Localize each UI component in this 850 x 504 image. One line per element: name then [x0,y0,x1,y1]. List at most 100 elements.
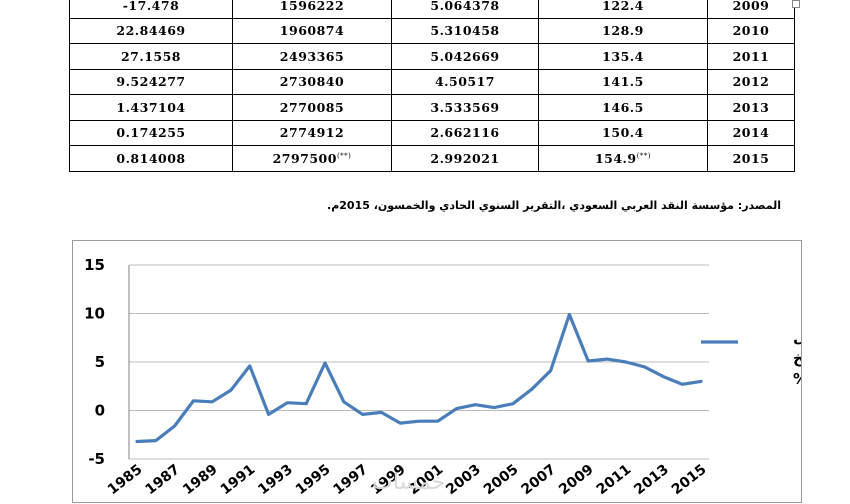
x-tick-label: 2015 [669,462,710,499]
table-cell-c4: 122.4 [538,0,708,19]
source-note: المصدر: مؤسسة النقد العربي السعودي ،التق… [327,199,781,212]
x-tick-label: 2005 [481,462,522,499]
x-tick-label: 1997 [331,462,372,499]
table-cell-c3: 2.992021 [391,145,539,172]
cell-value: 2770085 [279,99,345,115]
cell-value: 22.84469 [116,23,186,39]
cell-value: 128.9 [602,23,644,39]
cell-value: 5.064378 [430,0,500,13]
table-row: 22.84469 1960874 5.310458 128.9 2010 [69,17,795,44]
y-tick-label: -5 [88,450,105,468]
cell-value: 2.992021 [430,150,500,166]
table-cell-c3: 3.533569 [391,94,539,121]
x-tick-label: 2007 [519,462,560,499]
y-tick-label: 10 [84,305,105,323]
table-cell-year: 2010 [707,17,795,44]
table-row: 0.814008 2797500(**) 2.992021 154.9(**) 2015 [69,145,795,172]
cell-value: 1.437104 [116,99,186,115]
table-cell-c3: 5.064378 [391,0,539,19]
table-cell-c4: 146.5 [538,94,708,121]
cell-value: 154.9 [594,150,637,166]
table-cell-c2: 1960874 [232,17,392,44]
table-cell-c4: 135.4 [538,43,708,70]
table-row: 27.1558 2493365 5.042669 135.4 2011 [69,43,795,70]
cell-value: 2014 [732,125,770,141]
legend-entry: التضخ [793,349,801,367]
cell-value: 122.4 [602,0,644,13]
table-cell-c2: 1596222 [232,0,392,19]
cell-value: 2774912 [279,125,345,141]
table-cell-c1: 27.1558 [69,43,233,70]
cell-value: 141.5 [602,74,644,90]
table-cell-year: 2009 [707,0,795,19]
table-row: -17.478 1596222 5.064378 122.4 2009 [69,0,795,19]
cell-value: 0.174255 [116,125,186,141]
cell-value: 2493365 [279,48,345,64]
table-cell-c1: 0.814008 [69,145,233,172]
x-tick-label: 1991 [218,462,259,499]
legend-entry: معدل [793,328,801,346]
table-row: 1.437104 2770085 3.533569 146.5 2013 [69,94,795,121]
cell-value: 4.50517 [434,74,496,90]
table-cell-c1: 9.524277 [69,68,233,95]
corner-handle-icon [792,0,800,8]
x-tick-label: 1993 [255,462,296,499]
cell-value: 2011 [732,48,770,64]
cell-value: 5.042669 [430,48,500,64]
table-cell-c1: -17.478 [69,0,233,19]
cell-value: 150.4 [602,125,644,141]
table-body: -17.478 1596222 5.064378 122.4 2009 22.84469 1… [69,0,795,172]
y-tick-label: 0 [95,402,105,420]
table-cell-c3: 4.50517 [391,68,539,95]
cell-value: 0.814008 [116,150,186,166]
x-tick-label: 2009 [556,462,597,499]
table-cell-c2: 2797500(**) [232,145,392,172]
table-cell-year: 2014 [707,119,795,146]
table-cell-year: 2011 [707,43,795,70]
x-tick-label: 1989 [180,462,221,499]
cell-value: 2.662116 [430,125,500,141]
cell-value: 1960874 [279,23,345,39]
x-tick-label: 2011 [594,462,635,499]
cell-value: 2012 [732,74,770,90]
series-line [135,312,703,444]
table-cell-c2: 2730840 [232,68,392,95]
footnote-mark: (**) [336,151,352,160]
table-cell-c4: 154.9(**) [538,145,708,172]
y-tick-label: 15 [84,256,105,274]
cell-value: 2015 [732,150,770,166]
cell-value: -17.478 [122,0,180,13]
chart-frame: 15 10 5 0 -5 1985 1987 1989 1991 1993 1995 1997 1999… [72,240,802,503]
table-cell-c2: 2493365 [232,43,392,70]
legend-entry: م % [793,370,801,388]
table-cell-c3: 5.310458 [391,17,539,44]
x-tick-label: 1995 [293,462,334,499]
table-cell-year: 2013 [707,94,795,121]
x-tick-label: 2003 [443,462,484,499]
table-cell-c2: 2774912 [232,119,392,146]
cell-value: 146.5 [602,99,644,115]
table-cell-c3: 2.662116 [391,119,539,146]
x-tick-label: 1987 [143,462,184,499]
x-tick-label: 1985 [105,462,146,499]
table-cell-c4: 141.5 [538,68,708,95]
footnote-mark: (**) [636,151,652,160]
table-cell-c3: 5.042669 [391,43,539,70]
table-cell-c2: 2770085 [232,94,392,121]
cell-value: 2730840 [279,74,345,90]
table-row: 0.174255 2774912 2.662116 150.4 2014 [69,119,795,146]
cell-value: 1596222 [279,0,345,13]
data-table: -17.478 1596222 5.064378 122.4 2009 22.84469 1… [69,0,795,172]
cell-value: 2797500 [272,150,337,166]
cell-value: 9.524277 [116,74,186,90]
table-cell-c4: 150.4 [538,119,708,146]
cell-value: 2009 [732,0,770,13]
table-row: 9.524277 2730840 4.50517 141.5 2012 [69,68,795,95]
cell-value: 3.533569 [430,99,500,115]
cell-value: 5.310458 [430,23,500,39]
table-cell-c4: 128.9 [538,17,708,44]
watermark-logo: خمسات [372,470,446,495]
y-tick-label: 5 [95,353,105,371]
cell-value: 2010 [732,23,770,39]
